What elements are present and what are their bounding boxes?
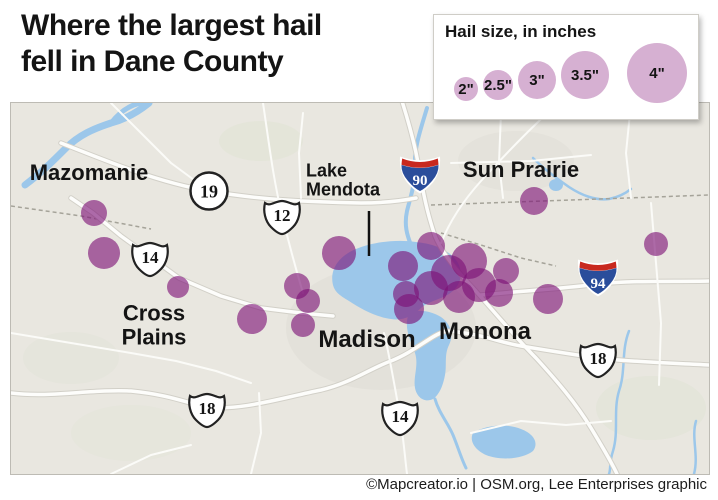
- legend-circle-label: 4": [649, 64, 665, 82]
- legend-circle-3: 3": [518, 61, 556, 99]
- hail-circle: [388, 251, 418, 281]
- interstate-shield-red-band: [579, 261, 617, 271]
- interstate-shield-blue-body: [401, 165, 439, 191]
- interstate-shield-blue-body: [579, 268, 617, 294]
- sun-prairie-creek: [531, 156, 633, 201]
- legend-circle-2.5: 2.5": [483, 70, 513, 100]
- hail-circle: [485, 279, 513, 307]
- page-title-line2: fell in Dane County: [21, 45, 284, 78]
- us-route-shield: [188, 392, 226, 429]
- highway-shield-18: 18: [188, 392, 226, 429]
- shield-number: 18: [590, 349, 607, 368]
- us-route-shield: [579, 342, 617, 379]
- river-branch: [108, 103, 144, 126]
- shield-number: 14: [392, 407, 410, 426]
- highway-shield-18: 18: [579, 342, 617, 379]
- attribution-text: ©Mapcreator.io | OSM.org, Lee Enterprise…: [366, 476, 707, 493]
- hail-circle: [417, 232, 445, 260]
- us-route-shield: [131, 241, 169, 278]
- hail-circle: [237, 304, 267, 334]
- legend-circle-3.5: 3.5": [561, 51, 609, 99]
- interstate-shield-red-band: [401, 158, 439, 168]
- hail-circle: [644, 232, 668, 256]
- hail-circle: [394, 294, 424, 324]
- hail-circle: [291, 313, 315, 337]
- state-route-circle: [189, 171, 229, 211]
- legend-circle-label: 3.5": [571, 66, 599, 84]
- highway-shields-layer: 19 12 14 14 18 18 90 94: [131, 156, 619, 437]
- hail-circle: [81, 200, 107, 226]
- highway-shield-14: 14: [381, 400, 419, 437]
- legend-title: Hail size, in inches: [445, 22, 597, 41]
- legend-circle-label: 3": [529, 71, 545, 89]
- hail-circle: [322, 236, 356, 270]
- hail-circle: [443, 281, 475, 313]
- small-pond: [549, 179, 563, 191]
- hail-circle: [533, 284, 563, 314]
- legend-circle-4: 4": [627, 43, 687, 103]
- us-route-shield: [381, 400, 419, 437]
- highway-shield-14: 14: [131, 241, 169, 278]
- hail-circle: [493, 258, 519, 284]
- highway-shield-19: 19: [189, 171, 229, 211]
- legend-items: 2" 2.5" 3" 3.5" 4": [434, 15, 698, 119]
- shield-number: 94: [591, 276, 607, 292]
- far-east-stream: [692, 419, 698, 474]
- railway-layer: [11, 194, 709, 267]
- hail-circle: [88, 237, 120, 269]
- highway-shield-12: 12: [263, 199, 301, 236]
- hail-circle: [296, 289, 320, 313]
- legend-circle-label: 2": [458, 80, 474, 98]
- legend-circle-2: 2": [454, 77, 478, 101]
- us-route-shield: [263, 199, 301, 236]
- shield-number: 14: [142, 248, 160, 267]
- lakes-layer: [332, 179, 563, 459]
- shield-number: 90: [413, 173, 428, 189]
- shield-number: 18: [199, 399, 216, 418]
- page-title-line1: Where the largest hail: [21, 9, 322, 42]
- hail-circle: [520, 187, 548, 215]
- highway-shield-90: 90: [399, 156, 441, 194]
- shield-number: 19: [200, 182, 218, 202]
- map-canvas: 19 12 14 14 18 18 90 94 Mazomanie Sun Prairie Cro…: [10, 102, 710, 475]
- minor-road-layer: [11, 103, 662, 474]
- legend-circle-label: 2.5": [484, 76, 512, 94]
- lake-waubesa-shape: [471, 425, 536, 459]
- wisconsin-river: [21, 103, 153, 189]
- monona-outlet-river: [433, 397, 468, 470]
- shield-number: 12: [274, 206, 291, 225]
- legend-box: Hail size, in inches 2" 2.5" 3" 3.5" 4": [433, 14, 699, 120]
- hail-circle: [167, 276, 189, 298]
- highway-shield-94: 94: [577, 259, 619, 297]
- hail-circles-layer: [81, 187, 668, 337]
- page-title: Where the largest hail fell in Dane Coun…: [21, 8, 322, 80]
- map-svg: 19 12 14 14 18 18 90 94: [11, 103, 709, 474]
